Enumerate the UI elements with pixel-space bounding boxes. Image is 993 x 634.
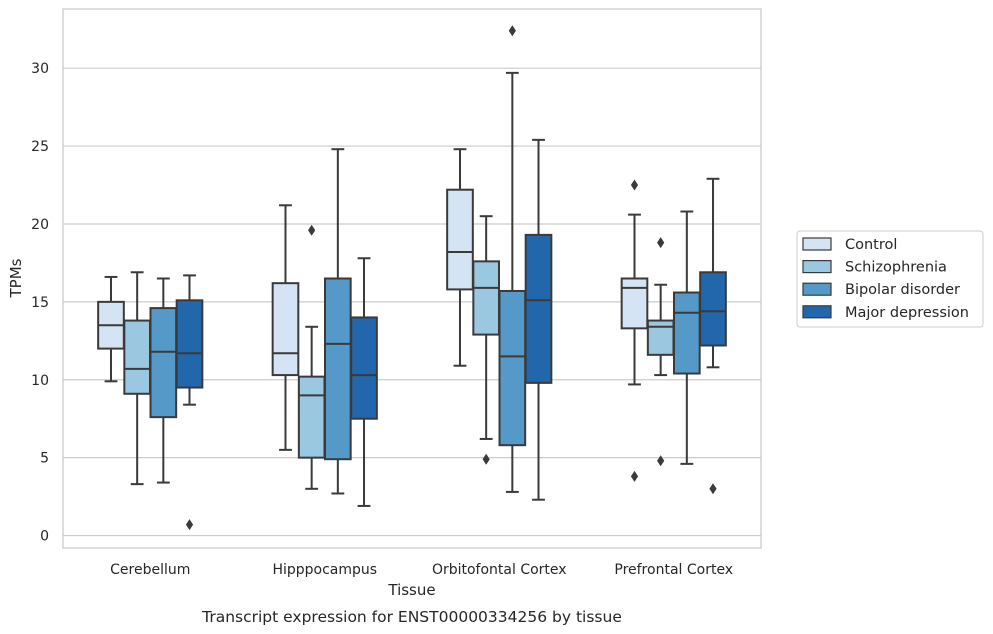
box-group — [498, 25, 527, 493]
box-group — [175, 274, 204, 531]
legend-label: Schizophrenia — [845, 260, 947, 276]
box-group — [149, 277, 178, 484]
x-tick-label: Prefrontal Cortex — [614, 562, 733, 578]
legend: Control Schizophrenia Bipolar disorder Majo… — [796, 230, 984, 328]
box-group — [324, 148, 352, 495]
y-tick-label: 0 — [40, 529, 49, 545]
outlier-point — [630, 470, 639, 482]
box-iqr — [446, 188, 474, 291]
box-group — [472, 215, 500, 465]
box-group — [646, 237, 675, 467]
y-tick-label: 5 — [40, 451, 49, 467]
box-group — [297, 224, 326, 490]
box-iqr — [673, 291, 701, 375]
box-iqr — [524, 233, 553, 384]
box-group — [673, 210, 701, 465]
y-tick-label: 20 — [31, 217, 49, 233]
outlier-point — [508, 25, 516, 37]
box-group — [699, 177, 727, 495]
legend-items: Control Schizophrenia Bipolar disorder Majo… — [802, 237, 969, 321]
legend-swatch — [802, 260, 832, 274]
y-tick-label: 30 — [31, 61, 49, 77]
legend-swatch — [802, 282, 832, 296]
outlier-point — [482, 453, 490, 465]
box-iqr — [149, 307, 178, 419]
legend-label: Control — [845, 237, 897, 253]
box-group — [123, 271, 151, 486]
box-layer — [97, 25, 727, 531]
chart-caption: Transcript expression for ENST0000033425… — [201, 608, 622, 626]
outlier-point — [308, 224, 316, 236]
plot-frame — [62, 8, 762, 549]
legend-swatch — [802, 237, 832, 251]
box-iqr — [297, 375, 326, 459]
box-iqr — [350, 316, 378, 420]
legend-swatch — [802, 305, 832, 319]
box-iqr — [620, 277, 649, 330]
box-group — [97, 275, 125, 383]
outlier-point — [657, 237, 665, 249]
x-axis-title: Tissue — [387, 581, 435, 599]
outlier-point — [657, 455, 665, 467]
box-group — [620, 179, 649, 482]
legend-label: Bipolar disorder — [845, 282, 960, 298]
box-iqr — [271, 282, 300, 377]
y-axis-title: TPMs — [7, 258, 25, 298]
y-tick-label: 10 — [31, 373, 49, 389]
x-tick-label: Orbitofontal Cortex — [432, 562, 567, 578]
box-group — [524, 138, 553, 501]
x-tick-label: Cerebellum — [110, 562, 190, 578]
box-iqr — [324, 277, 352, 461]
box-iqr — [699, 271, 727, 347]
box-iqr — [123, 319, 151, 395]
box-group — [271, 204, 300, 451]
x-tick-label: Hipppocampus — [272, 562, 377, 578]
outlier-point — [185, 519, 194, 531]
outlier-point — [630, 179, 639, 191]
box-iqr — [646, 319, 675, 356]
outlier-point — [709, 483, 717, 495]
box-iqr — [498, 289, 527, 447]
box-iqr — [472, 260, 500, 336]
y-tick-label: 25 — [31, 139, 49, 155]
legend-label: Major depression — [845, 305, 969, 321]
box-group — [446, 148, 474, 367]
gridlines — [63, 67, 761, 537]
x-tick-labels: Cerebellum Hipppocampus Orbitofontal Corte… — [110, 562, 733, 578]
legend-frame — [796, 230, 984, 328]
y-tick-label: 15 — [31, 295, 49, 311]
y-tick-labels: 0 5 10 15 20 25 30 — [31, 61, 49, 544]
box-iqr — [175, 299, 204, 389]
box-group — [350, 257, 378, 507]
